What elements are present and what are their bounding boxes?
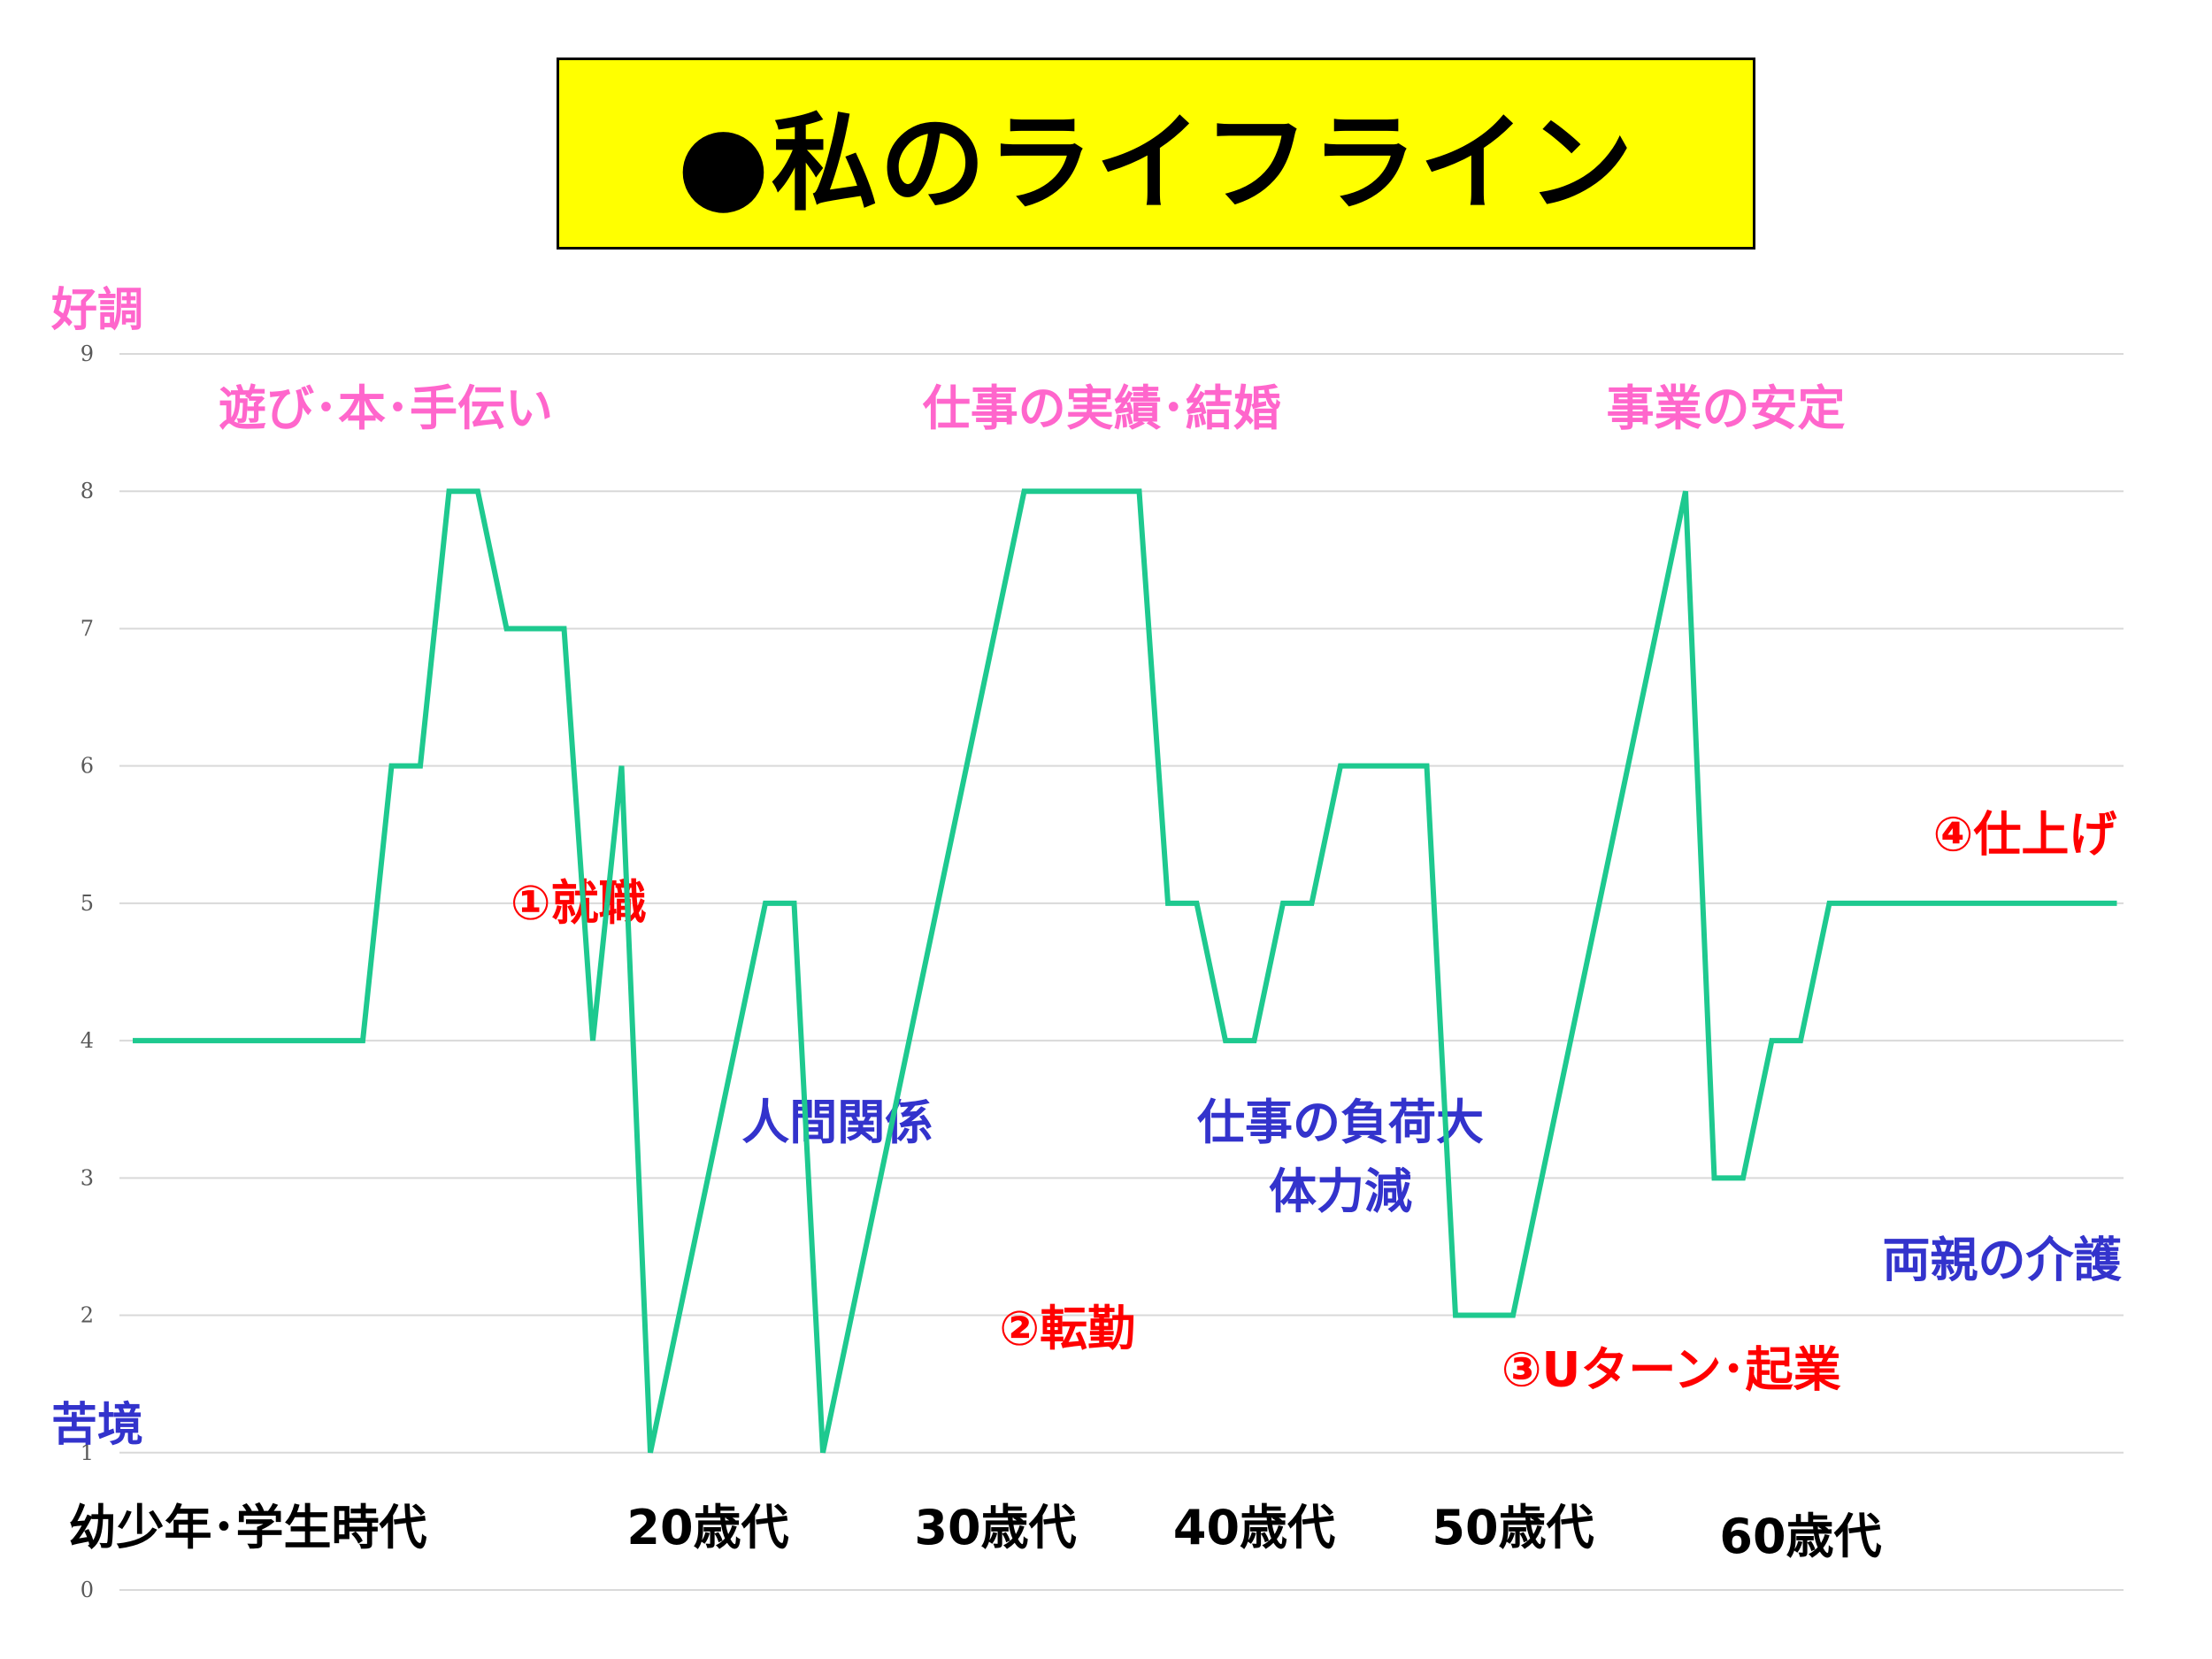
annotation-negative: 人間関係	[741, 1094, 933, 1150]
annotations: 遊び･本･手伝い 仕事の実績･結婚 事業の安定 ①就職 ②転勤 ③Uターン･起業 ④仕上げ人…	[219, 380, 2122, 1398]
series-line-0	[133, 488, 2117, 1454]
y-tick-label: 2	[81, 1303, 94, 1328]
series-layer	[133, 488, 2117, 1454]
x-category-label: 50歳代	[1432, 1500, 1594, 1555]
axis-end-bottom: 苦境	[51, 1399, 143, 1452]
x-category-label: 60歳代	[1719, 1509, 1881, 1564]
y-tick-label: 0	[81, 1578, 94, 1602]
annotation-event: ①就職	[511, 875, 647, 931]
y-tick-label: 8	[81, 479, 94, 503]
annotation-negative: 両親の介護	[1883, 1232, 2123, 1287]
x-category-label: 20歳代	[626, 1500, 788, 1555]
y-tick-label: 9	[81, 342, 94, 366]
x-category-label: 幼少年･学生時代	[69, 1500, 427, 1555]
x-category-label: 40歳代	[1173, 1500, 1335, 1555]
title-box: ●私のライフライン	[557, 58, 1755, 250]
annotation-negative: 仕事の負荷大	[1197, 1094, 1484, 1150]
y-tick-label: 6	[81, 754, 94, 779]
y-tick-label: 5	[81, 891, 94, 916]
y-tick-label: 1	[81, 1440, 94, 1465]
grid	[119, 353, 2124, 1591]
annotation-positive: 遊び･本･手伝い	[219, 380, 553, 436]
y-tick-label: 3	[81, 1165, 94, 1190]
y-tick-label: 7	[81, 616, 94, 641]
y-tick-label: 4	[81, 1028, 94, 1053]
annotation-positive: 事業の安定	[1607, 380, 1846, 436]
y-axis-ticks: 0 1 2 3 4 5 6 7 8 9	[81, 342, 94, 1602]
x-categories: 幼少年･学生時代 20歳代 30歳代 40歳代 50歳代 60歳代	[69, 1500, 1882, 1564]
x-category-label: 30歳代	[914, 1500, 1076, 1555]
axis-end-top: 好調	[50, 284, 143, 337]
annotation-event: ②転勤	[999, 1301, 1135, 1356]
annotation-negative: 体力減	[1269, 1164, 1412, 1219]
page-title: ●私のライフライン	[677, 102, 1635, 226]
annotation-event: ④仕上げ	[1933, 806, 2117, 862]
annotation-event: ③Uターン･起業	[1502, 1342, 1841, 1398]
annotation-positive: 仕事の実績･結婚	[923, 380, 1281, 436]
